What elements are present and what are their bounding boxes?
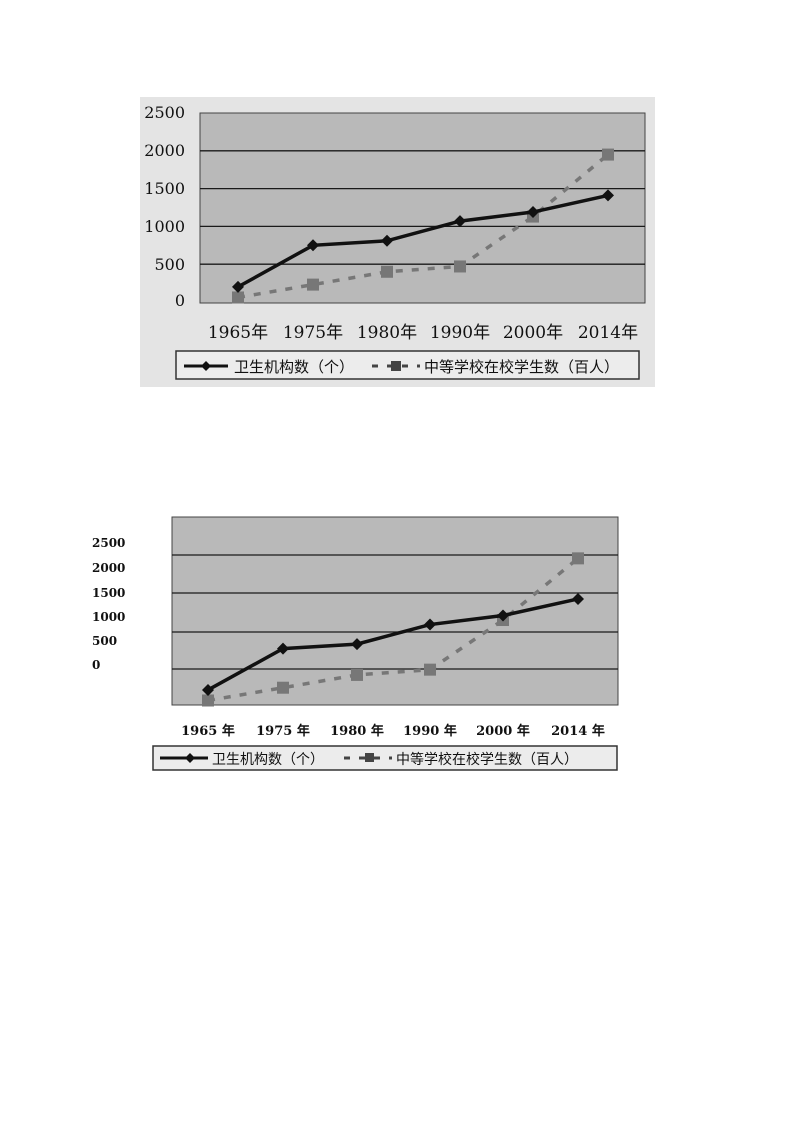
chart-2-series-1-point [351,638,363,651]
chart-2-series-2-point [424,663,436,676]
chart-2-y-tick-label: 0 [92,658,100,672]
chart-1-series-2-point [381,265,393,278]
chart-1-y-ticks: 2500 2000 1500 1000 500 0 [144,103,185,310]
chart-1-series-1-point [602,189,614,202]
chart-2-series-2-point [277,681,289,694]
chart-2-legend: 卫生机构数（个） 中等学校在校学生数（百人） [160,751,578,768]
chart-1-y-tick-label: 0 [175,291,185,310]
chart-2-x-tick-label: 1990 年 [403,723,457,739]
chart-1-plot-area [199,112,646,304]
chart-1-gridlines [200,150,645,265]
chart-1-series-2-point [454,260,466,273]
chart-1-series-1-line [237,193,609,289]
chart-2-x-ticks: 1965 年 1975 年 1980 年 1990 年 2000 年 2014 年 [181,723,605,739]
chart-2-y-tick-label: 2000 [92,561,125,575]
chart-2-y-tick-label: 1000 [92,610,125,624]
chart-2-series-1-point [424,618,436,631]
chart-1-x-tick-label: 1965年 [208,323,268,343]
chart-1-series-2-point [232,291,244,304]
chart-2-y-tick-label: 500 [92,634,117,648]
chart-1-x-tick-label: 1980年 [357,323,417,343]
chart-2-x-tick-label: 2000 年 [476,723,530,739]
chart-1-legend-series-1: 卫生机构数（个） [234,358,354,376]
chart-2-series-2-point [351,668,363,681]
chart-1-y-tick-label: 1500 [144,179,185,198]
chart-2-series-1-point [497,609,509,622]
chart-2-x-tick-label: 1965 年 [181,723,235,739]
chart-1-legend-square-icon [391,361,401,371]
chart-2-series-1-point [277,642,289,655]
chart-2-series-1-point [202,683,214,696]
chart-1-x-ticks: 1965年 1975年 1980年 1990年 2000年 2014年 [208,323,638,343]
chart-2-legend-box [152,745,618,771]
chart-1-series-1-point [454,215,466,228]
chart-2-x-tick-label: 1975 年 [256,723,310,739]
chart-1-y-tick-label: 2000 [144,141,185,160]
chart-2-plot-area [171,516,619,706]
chart-2-series [202,552,584,707]
chart-2-series-1-point [572,592,584,605]
chart-1-series-2-point [602,148,614,161]
chart-2-series-1-line [207,597,579,692]
chart-1-series-1-point [527,206,539,219]
chart-2-legend-diamond-icon [185,753,195,763]
chart-1-x-tick-label: 1990年 [430,323,490,343]
chart-1-x-tick-label: 2014年 [578,323,638,343]
chart-2-legend-series-1: 卫生机构数（个） [212,752,324,768]
chart-1-y-tick-label: 500 [154,255,185,274]
chart-2-series-2-point [572,552,584,565]
chart-1-series-1-point [381,234,393,247]
chart-2-y-tick-label: 1500 [92,586,125,600]
chart-1-series-2-point [307,278,319,291]
chart-1-legend-series-2: 中等学校在校学生数（百人） [424,358,619,376]
chart-2-y-ticks: 2500 2000 1500 1000 500 0 [92,536,125,672]
chart-2-legend-series-2: 中等学校在校学生数（百人） [396,751,578,768]
chart-1-series-1-point [307,239,319,252]
chart-1-series-1-point [232,280,244,293]
chart-1-y-tick-label: 2500 [144,103,185,122]
chart-1-x-tick-label: 1975年 [283,323,343,343]
chart-1-y-tick-label: 1000 [144,217,185,236]
chart-2-legend-square-icon [365,753,374,762]
chart-2-y-tick-label: 2500 [92,536,125,550]
chart-2-x-tick-label: 2014 年 [551,723,605,739]
chart-1-x-tick-label: 2000年 [503,323,563,343]
chart-1-series [232,148,614,304]
chart-2-x-tick-label: 1980 年 [330,723,384,739]
chart-1-legend-diamond-icon [201,361,211,371]
chart-2-series-2-point [202,694,214,707]
chart-1-legend: 卫生机构数（个） 中等学校在校学生数（百人） [184,358,619,376]
